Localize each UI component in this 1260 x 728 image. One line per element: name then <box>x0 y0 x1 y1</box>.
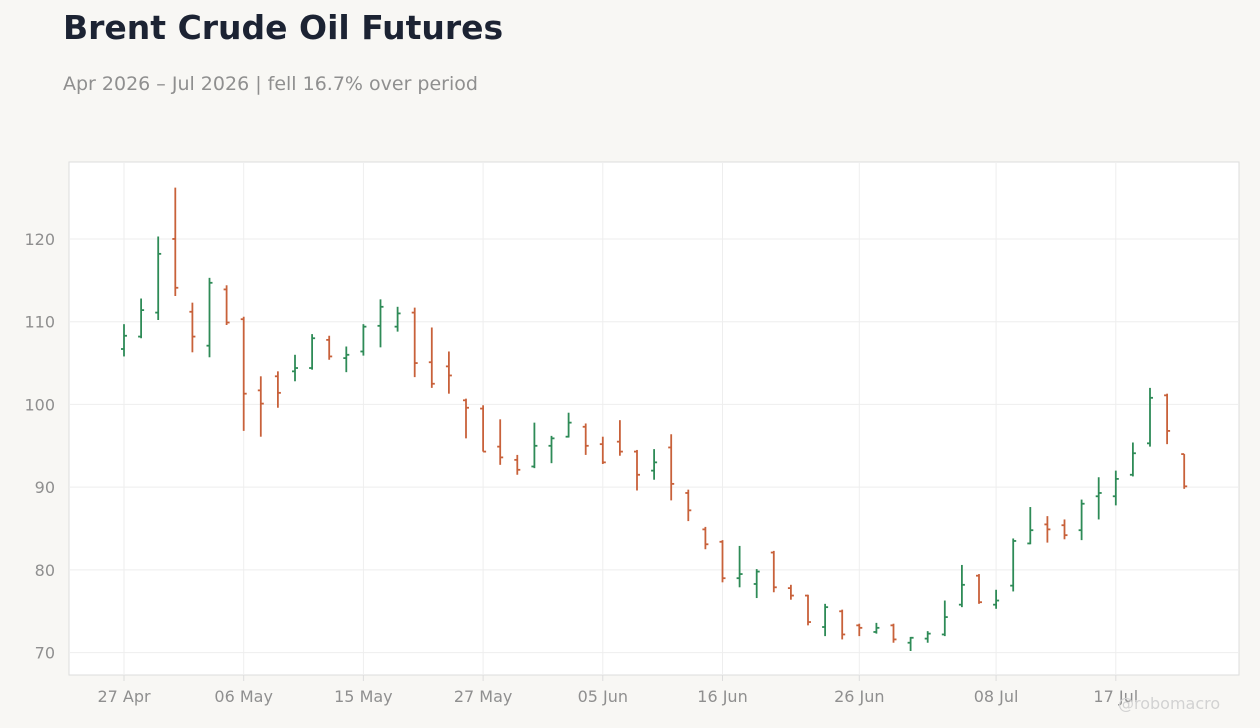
plot-area <box>68 161 1240 676</box>
ohlc-bar <box>1147 387 1153 447</box>
x-tick-label: 27 Apr <box>97 687 151 706</box>
y-tick-label: 90 <box>35 478 55 497</box>
ohlc-bar <box>668 434 675 501</box>
chart-subtitle: Apr 2026 – Jul 2026 | fell 16.7% over pe… <box>63 73 478 95</box>
y-tick-label: 110 <box>24 313 55 332</box>
ohlc-bar <box>839 609 846 640</box>
ohlc-bar <box>138 298 145 339</box>
ohlc-bar <box>1095 477 1102 520</box>
ohlc-bar <box>394 306 401 332</box>
chart-title: Brent Crude Oil Futures <box>63 8 504 47</box>
ohlc-bar <box>428 327 435 388</box>
ohlc-bar <box>993 589 1000 609</box>
ohlc-bar <box>890 623 897 643</box>
ohlc-bar <box>907 636 914 652</box>
x-tick-label: 05 Jun <box>578 687 628 706</box>
x-tick-label: 06 May <box>214 687 273 706</box>
ohlc-bar <box>770 550 777 593</box>
y-tick-label: 70 <box>35 644 55 663</box>
ohlc-bar <box>463 398 469 439</box>
ohlc-bar <box>873 622 880 634</box>
ohlc-bar <box>736 545 743 588</box>
ohlc-bar <box>326 335 333 360</box>
ohlc-bar <box>514 454 521 475</box>
ohlc-bar <box>805 594 811 626</box>
ohlc-bar <box>206 277 213 358</box>
ohlc-bar <box>702 526 709 550</box>
ohlc-bar <box>787 584 794 600</box>
x-tick-label: 17 Jul <box>1093 687 1138 706</box>
ohlc-bar <box>924 631 931 643</box>
ohlc-bar <box>274 371 281 408</box>
ohlc-bar <box>1010 538 1017 592</box>
ohlc-bar <box>565 412 572 438</box>
ohlc-bar <box>753 569 760 599</box>
ohlc-bar <box>480 405 487 453</box>
ohlc-bar <box>548 435 555 464</box>
ohlc-bar <box>582 423 589 455</box>
ohlc-bar <box>240 316 247 431</box>
ohlc-bar <box>1044 516 1051 543</box>
ohlc-bar <box>172 187 179 297</box>
ohlc-bar <box>497 419 504 465</box>
ohlc-bar <box>651 449 658 480</box>
ohlc-bar <box>1112 470 1119 506</box>
ohlc-bar <box>958 564 965 608</box>
ohlc-bar <box>822 603 829 637</box>
ohlc-bar <box>1027 507 1034 545</box>
ohlc-bar <box>1164 393 1171 445</box>
ohlc-bar <box>309 334 316 370</box>
x-tick-label: 26 Jun <box>834 687 884 706</box>
y-tick-label: 100 <box>24 395 55 414</box>
ohlc-bar <box>411 307 418 378</box>
ohlc-bar <box>685 489 692 522</box>
ohlc-bar <box>856 623 863 637</box>
x-tick-label: 27 May <box>454 687 513 706</box>
ohlc-bar <box>1129 442 1136 477</box>
ohlc-bar <box>531 422 538 469</box>
ohlc-bar <box>616 420 623 456</box>
ohlc-bar <box>445 351 452 394</box>
ohlc-bar <box>719 540 726 583</box>
y-tick-label: 120 <box>24 230 55 249</box>
x-tick-label: 08 Jul <box>974 687 1019 706</box>
ohlc-bar <box>292 354 298 382</box>
ohlc-bar <box>1181 453 1188 489</box>
watermark: @robomacro <box>1118 694 1221 713</box>
ohlc-bar <box>121 324 127 357</box>
ohlc-bar <box>189 302 196 353</box>
ohlc-bar <box>941 600 948 637</box>
ohlc-bar <box>599 436 606 465</box>
ohlc-bar <box>976 574 982 604</box>
ohlc-bar <box>377 299 384 348</box>
y-tick-label: 80 <box>35 561 55 580</box>
ohlc-bar <box>634 449 640 491</box>
ohlc-bar <box>343 346 350 373</box>
ohlc-bar <box>155 236 162 321</box>
ohlc-bar <box>1061 519 1068 540</box>
x-tick-label: 16 Jun <box>697 687 747 706</box>
ohlc-bar <box>257 376 264 437</box>
ohlc-bar <box>1078 499 1085 541</box>
x-tick-label: 15 May <box>334 687 393 706</box>
ohlc-bar <box>360 324 367 356</box>
ohlc-bar <box>223 285 230 326</box>
